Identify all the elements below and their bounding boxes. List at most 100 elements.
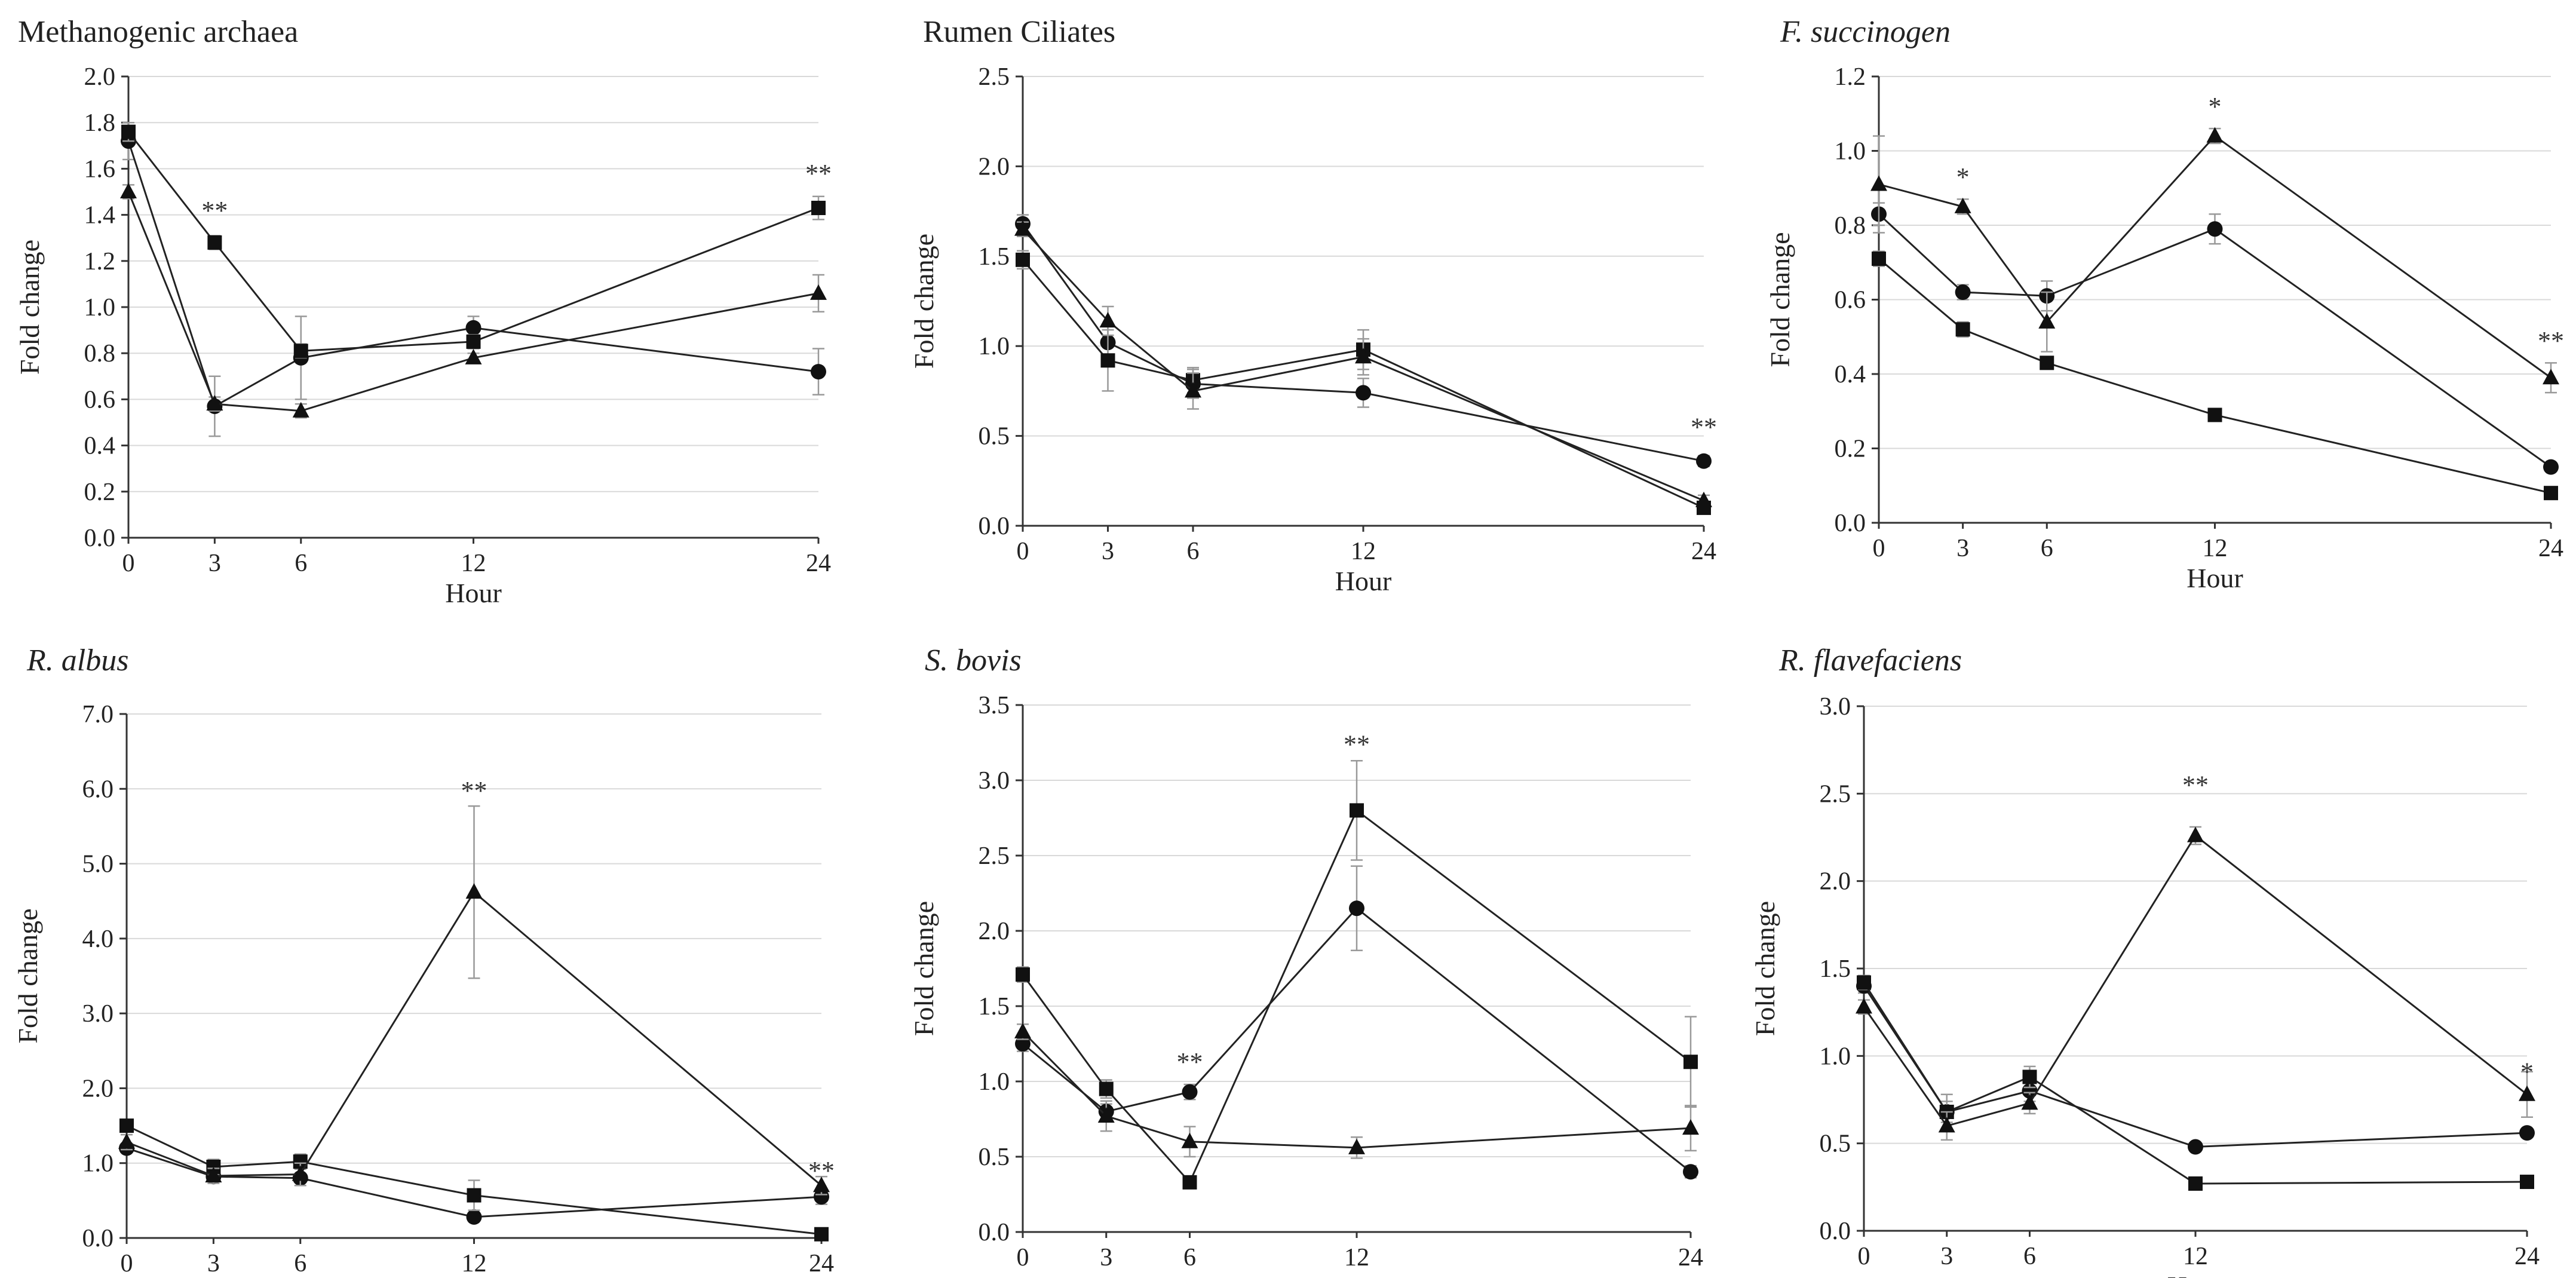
chart-title: R. flavefaciens [1778,643,1962,678]
data-point-triangle [465,883,483,899]
significance-marker: ** [461,776,487,805]
series-line [127,191,819,412]
data-point-triangle [1099,312,1117,328]
y-tick-label: 1.5 [1820,955,1851,983]
y-tick-label: 0.4 [1835,361,1866,388]
x-tick-label: 12 [1344,1244,1369,1271]
y-tick-label: 2.0 [84,63,116,91]
x-tick-label: 24 [2538,535,2563,562]
y-tick-label: 0.0 [979,1219,1010,1246]
y-tick-label: 0.0 [1820,1218,1851,1245]
significance-marker: ** [1344,730,1370,759]
data-point-triangle [2187,826,2204,842]
chart-panel-2: F. succinogen 0.0 0.2 0.4 0.6 0.8 1.0 1.2 0 3 6 12 2… [1765,15,2564,593]
y-tick-label: 0.2 [1835,436,1866,463]
y-tick-label: 1.0 [82,1150,114,1178]
data-point-triangle [120,183,137,198]
data-point-circle [1955,284,1971,301]
data-point-square [1100,353,1115,368]
significance-marker: ** [2182,771,2209,800]
x-tick-label: 24 [809,1250,834,1277]
chart-panel-1: Rumen Ciliates 0.0 0.5 1.0 1.5 2.0 2.5 0 3 6 12 24 H… [909,15,1717,596]
significance-marker: ** [201,196,228,225]
data-point-triangle [1014,1022,1031,1038]
series-line [1878,213,2552,468]
y-tick-label: 2.0 [82,1075,114,1102]
significance-marker: ** [1691,413,1717,442]
data-point-square [811,201,826,216]
series-triangle [118,805,830,1196]
data-point-triangle [205,1167,222,1183]
data-point-circle [1182,1084,1198,1100]
y-tick-label: 0.8 [1835,212,1866,240]
chart-title: R. albus [26,643,128,678]
data-point-triangle [2038,312,2056,329]
x-tick-label: 6 [2041,535,2053,562]
data-point-triangle [465,348,482,364]
data-point-triangle [810,284,827,300]
x-tick-label: 6 [2023,1243,2036,1270]
data-point-circle [2188,1139,2203,1155]
y-tick-label: 6.0 [82,776,114,803]
y-tick-label: 0.6 [1835,287,1866,314]
data-point-square [1857,975,1871,990]
data-point-square [2022,1069,2037,1084]
series-circle [121,121,826,437]
x-tick-label: 3 [208,550,221,577]
x-axis-label: Hour [2167,1271,2224,1278]
series-square [121,121,826,359]
data-point-triangle [118,1133,135,1149]
data-point-square [2520,1175,2534,1190]
x-tick-label: 24 [1678,1244,1703,1271]
data-point-square [466,334,481,349]
x-tick-label: 12 [2203,535,2228,562]
data-point-square [1872,252,1886,266]
data-point-circle [1696,453,1712,469]
y-axis-label: Fold change [13,908,43,1043]
y-tick-label: 2.5 [1820,780,1851,808]
x-tick-label: 0 [1873,535,1885,562]
x-tick-label: 12 [1351,538,1376,565]
y-tick-label: 1.2 [84,248,116,275]
x-tick-label: 0 [1017,1244,1029,1271]
significance-marker: ** [1177,1047,1203,1077]
series-square [119,1118,829,1242]
x-tick-label: 3 [1102,538,1114,565]
y-tick-label: 5.0 [82,851,114,878]
series-triangle [120,183,827,419]
x-tick-label: 0 [1858,1243,1870,1270]
data-point-square [1683,1055,1698,1069]
data-point-circle [814,1189,829,1205]
data-point-triangle [2206,127,2224,143]
x-axis-label: Hour [445,578,502,608]
data-point-square [2188,1176,2203,1191]
series-square [1016,759,1698,1190]
y-tick-label: 0.0 [84,525,116,552]
y-tick-label: 2.0 [979,153,1010,180]
data-point-circle [465,320,482,336]
data-point-triangle [2021,1094,2038,1110]
significance-marker: * [2520,1058,2534,1087]
y-tick-label: 1.8 [84,109,116,137]
series-line [127,140,819,408]
y-axis-label: Fold change [1750,901,1780,1036]
x-tick-label: 12 [2183,1243,2208,1270]
x-tick-label: 3 [1940,1243,1953,1270]
y-axis-label: Fold change [1765,232,1795,367]
x-tick-label: 24 [2514,1243,2540,1270]
x-axis-label: Hour [1329,1272,1385,1278]
y-tick-label: 1.6 [84,155,116,183]
data-point-square [467,1188,482,1203]
series-circle [1871,202,2559,475]
data-point-triangle [2519,1085,2535,1101]
y-tick-label: 1.5 [979,243,1010,271]
series-triangle [1014,1022,1699,1159]
x-tick-label: 6 [1187,538,1200,565]
data-point-square [1099,1081,1114,1096]
data-point-triangle [1856,998,1872,1014]
chart-panel-0: Methanogenic archaea 0.0 0.2 0.4 0.6 0.8 1.0 1.… [14,15,832,608]
y-tick-label: 4.0 [82,925,114,953]
y-tick-label: 2.5 [979,842,1010,870]
significance-marker: ** [808,1156,835,1185]
